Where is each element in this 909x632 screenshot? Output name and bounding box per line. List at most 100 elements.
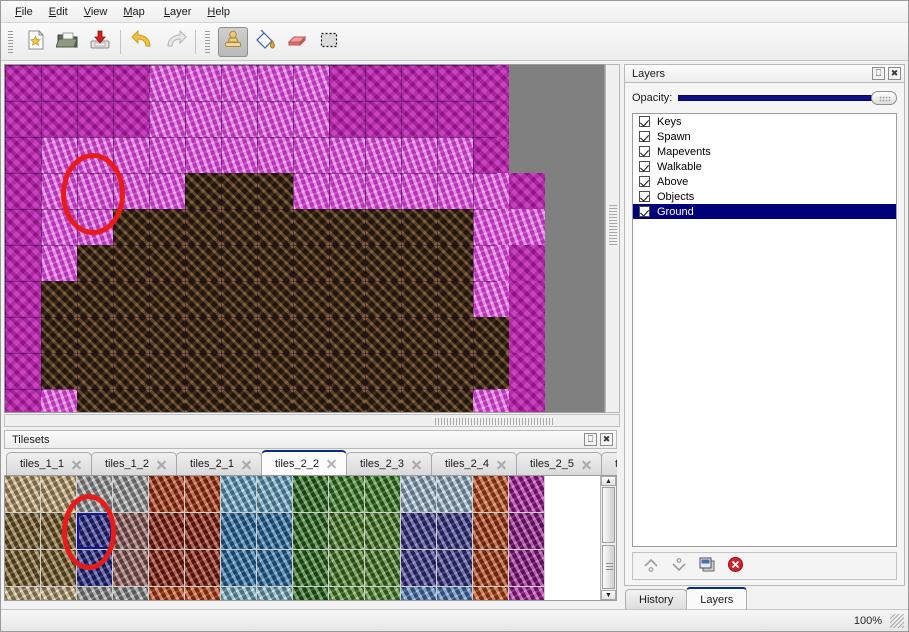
map-tile[interactable] [41,209,77,245]
map-tile[interactable] [329,101,365,137]
map-tile[interactable] [293,245,329,281]
layer-visibility-checkbox[interactable] [639,191,650,202]
map-tile[interactable] [437,281,473,317]
tileset-tab-close-icon[interactable] [496,459,507,470]
map-tile[interactable] [473,101,509,137]
map-tile[interactable] [149,65,185,101]
map-tile[interactable] [77,245,113,281]
layer-visibility-checkbox[interactable] [639,116,650,127]
tileset-tile[interactable] [365,513,400,549]
map-tile[interactable] [149,389,185,412]
map-tile[interactable] [41,317,77,353]
tileset-tab-tiles_1_2[interactable]: tiles_1_2 [91,452,177,475]
map-tile[interactable] [365,245,401,281]
map-tile[interactable] [221,101,257,137]
map-tile[interactable] [113,281,149,317]
tileset-tile[interactable] [401,476,436,512]
map-tile[interactable] [257,137,293,173]
map-tile[interactable] [365,173,401,209]
map-tile[interactable] [365,353,401,389]
map-tile[interactable] [113,353,149,389]
map-tile[interactable] [221,173,257,209]
tileset-tile[interactable] [365,476,400,512]
map-tile[interactable] [185,353,221,389]
stamp-tool-button[interactable] [218,26,248,57]
map-tile[interactable] [221,353,257,389]
map-tile[interactable] [365,65,401,101]
map-tile[interactable] [257,281,293,317]
tileset-tile[interactable] [41,550,76,586]
map-tile[interactable] [77,353,113,389]
map-tile[interactable] [437,173,473,209]
map-tile[interactable] [329,245,365,281]
tileset-tab-tiles_1_3[interactable]: tiles_1_3 [601,452,617,475]
map-tile[interactable] [77,209,113,245]
map-tile[interactable] [437,317,473,353]
map-tile[interactable] [293,389,329,412]
tileset-scroll-down-button[interactable]: ▼ [601,590,616,600]
map-tile[interactable] [473,353,509,389]
tileset-tile[interactable] [221,587,256,600]
map-tile[interactable] [365,101,401,137]
map-tile[interactable] [185,101,221,137]
layers-close-icon[interactable]: ✖ [888,67,901,80]
map-tile[interactable] [113,65,149,101]
map-tile[interactable] [185,209,221,245]
map-tile[interactable] [41,173,77,209]
map-tile[interactable] [437,137,473,173]
map-tile[interactable] [41,65,77,101]
tileset-tile-grid[interactable] [5,476,545,600]
map-tile[interactable] [113,317,149,353]
map-tile[interactable] [509,281,545,317]
map-tile[interactable] [221,137,257,173]
map-tile[interactable] [77,65,113,101]
map-vertical-scrollbar[interactable] [605,64,620,413]
map-tile[interactable] [5,173,41,209]
map-tile[interactable] [77,101,113,137]
tileset-tab-close-icon[interactable] [241,459,252,470]
tileset-scroll-thumb-upper[interactable] [602,487,615,543]
opacity-slider[interactable] [678,91,897,105]
layer-visibility-checkbox[interactable] [639,176,650,187]
tileset-tile[interactable] [41,587,76,600]
map-tile[interactable] [293,281,329,317]
map-tile[interactable] [293,317,329,353]
tileset-tile[interactable] [41,513,76,549]
tileset-tile[interactable] [437,550,472,586]
tileset-tile[interactable] [185,550,220,586]
map-tile[interactable] [401,317,437,353]
map-tile[interactable] [329,281,365,317]
tileset-scroll-thumb-lower[interactable] [602,545,615,589]
tileset-tile[interactable] [5,513,40,549]
tileset-tile[interactable] [473,550,508,586]
layer-list-item[interactable]: Walkable [633,159,896,174]
map-tile[interactable] [5,389,41,412]
map-tile[interactable] [221,209,257,245]
tileset-tile[interactable] [293,513,328,549]
map-tile[interactable] [329,353,365,389]
tileset-tile[interactable] [437,476,472,512]
layer-list-item[interactable]: Ground [633,204,896,219]
map-tile[interactable] [401,209,437,245]
map-tile[interactable] [329,137,365,173]
map-tile[interactable] [257,317,293,353]
map-tile[interactable] [113,137,149,173]
map-tile[interactable] [509,209,545,245]
tileset-tile[interactable] [365,587,400,600]
tilesets-float-icon[interactable]: ⎕ [584,433,597,446]
tileset-tile[interactable] [149,476,184,512]
tileset-tile[interactable] [77,550,112,586]
map-tile[interactable] [41,389,77,412]
tileset-tab-close-icon[interactable] [581,459,592,470]
map-tile[interactable] [473,317,509,353]
map-tile[interactable] [437,389,473,412]
move-layer-up-button[interactable] [639,555,663,577]
map-tile[interactable] [185,245,221,281]
tileset-tile[interactable] [77,513,112,549]
dock-tab-layers[interactable]: Layers [686,587,748,609]
map-tile[interactable] [293,353,329,389]
map-tile[interactable] [329,389,365,412]
map-tile[interactable] [257,65,293,101]
tileset-tile[interactable] [257,513,292,549]
map-tile[interactable] [257,209,293,245]
